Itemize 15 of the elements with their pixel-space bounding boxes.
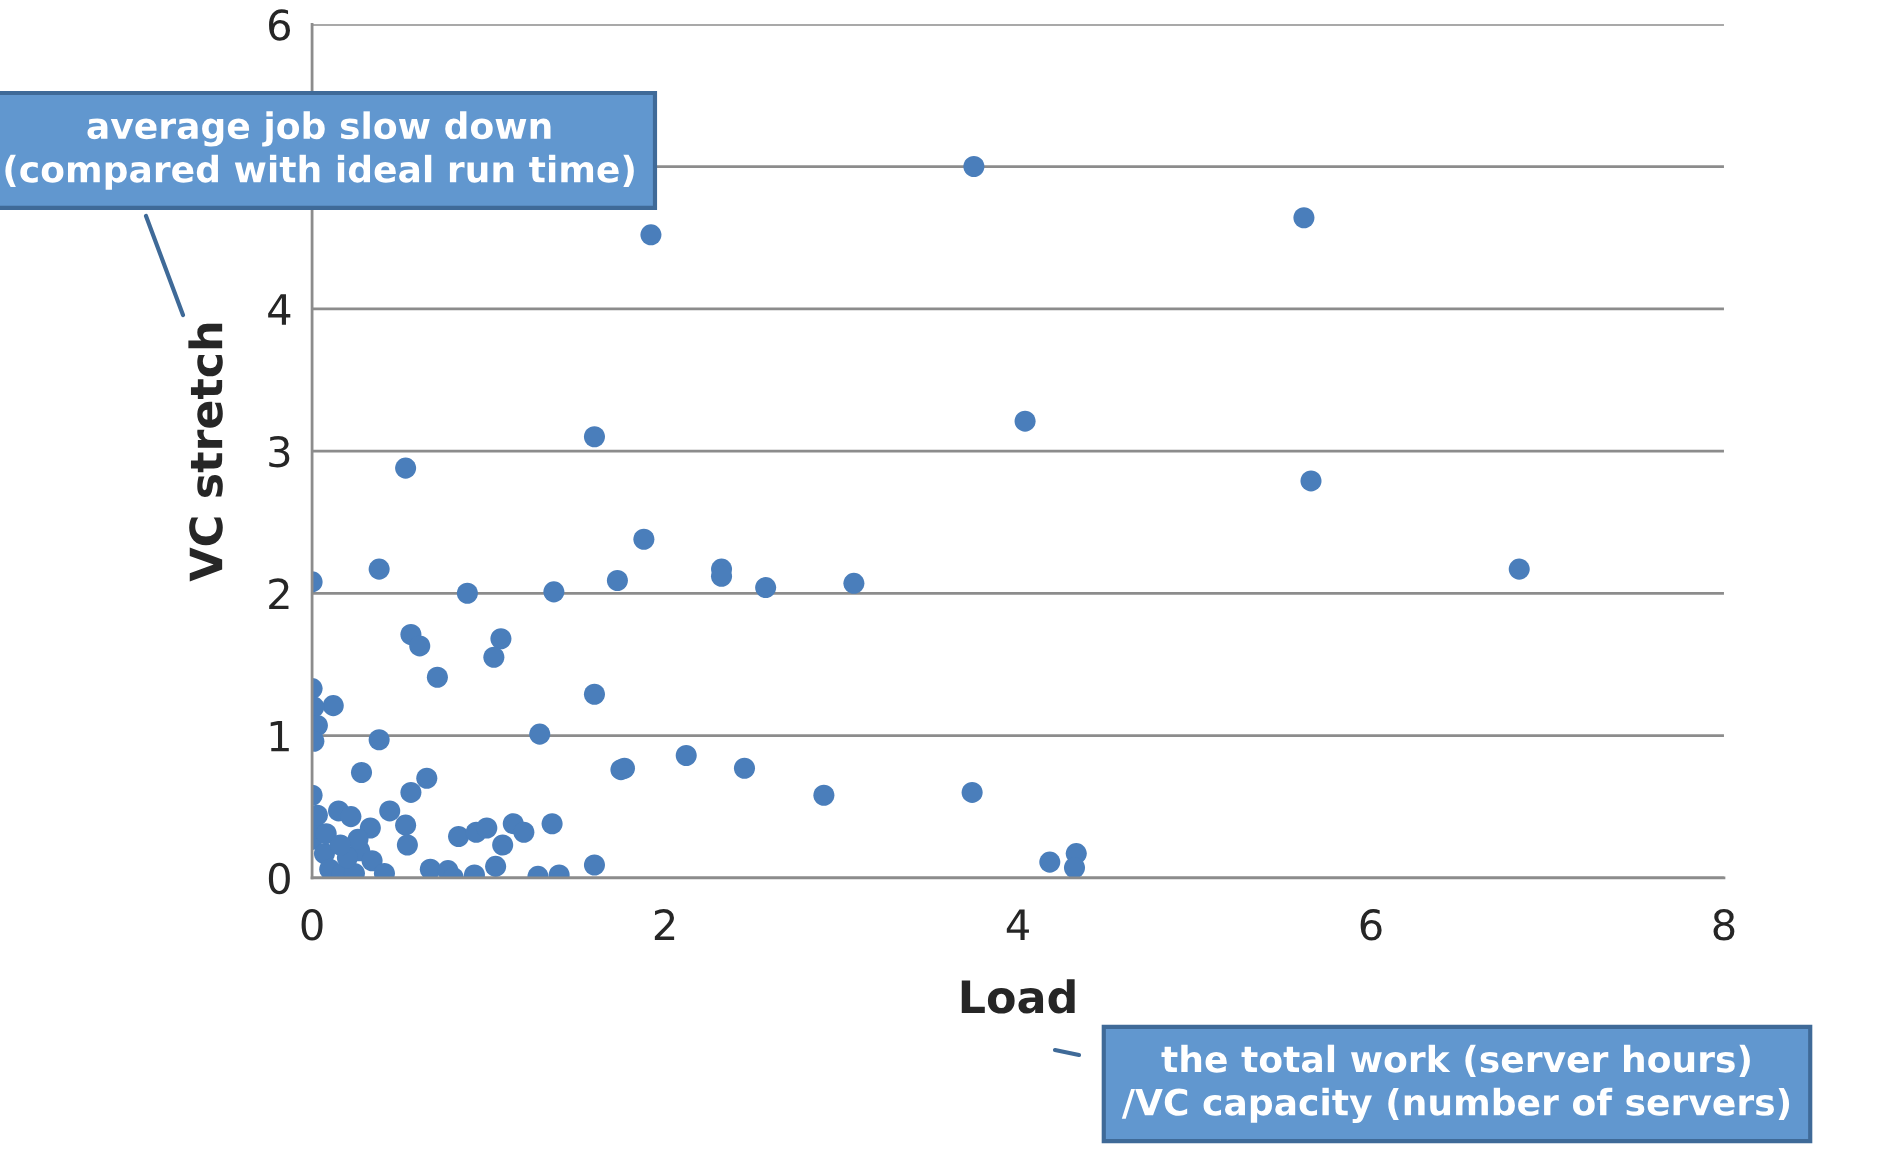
x-tick-label: 6 xyxy=(1360,909,1382,941)
annotation: average job slow down (compared with ideal run time) xyxy=(5,111,634,190)
x-tick-label: 2 xyxy=(654,909,675,940)
y-tick-label: 3 xyxy=(269,435,290,468)
y-tick-label: 0 xyxy=(268,862,290,895)
y-tick-label: 4 xyxy=(268,294,291,325)
x-tick-label: 8 xyxy=(1713,909,1735,941)
y-tick-label: 2 xyxy=(269,578,289,610)
y-tick-label: 6 xyxy=(269,9,291,41)
x-axis-title: Load xyxy=(961,979,1075,1014)
text: the total work (server hours) /VC capacity (number of servers) xyxy=(1121,1044,1790,1124)
x-tick-label: 0 xyxy=(301,909,323,941)
y-axis-title: VC stretch xyxy=(188,323,223,582)
y-tick-label: 1 xyxy=(270,720,289,752)
x-tick-label: 4 xyxy=(1006,909,1029,940)
